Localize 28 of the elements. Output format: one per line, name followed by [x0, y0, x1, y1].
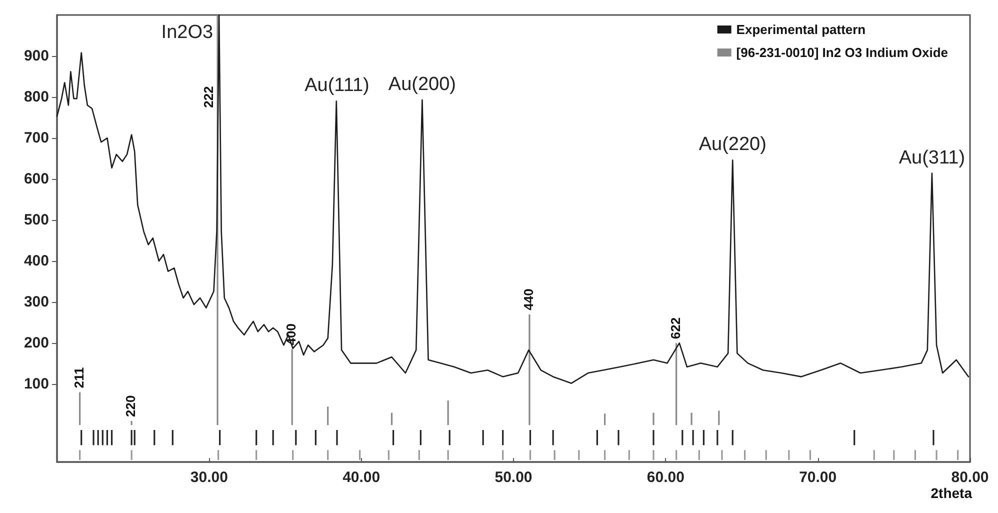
x-axis-title: 2theta — [930, 485, 972, 501]
y-tick-label: 500 — [24, 212, 49, 229]
x-tick-label: 40.00 — [342, 469, 380, 486]
y-tick-label: 700 — [24, 130, 49, 147]
y-tick-label: 100 — [24, 376, 49, 393]
x-tick-label: 50.00 — [494, 469, 532, 486]
x-tick-label: 70.00 — [799, 469, 837, 486]
annotation: 222 — [201, 86, 216, 108]
annotation: 440 — [520, 288, 536, 310]
annotation: Au(111) — [304, 75, 370, 96]
y-tick-label: 200 — [24, 334, 49, 352]
y-tick-label: 600 — [24, 170, 49, 188]
annotation: 211 — [71, 367, 86, 388]
annotation: Au(200) — [388, 74, 456, 95]
x-tick-label: 60.00 — [646, 469, 684, 486]
annotation: In2O3 — [161, 22, 214, 43]
y-tick-label: 300 — [24, 294, 49, 311]
y-tick-label: 800 — [24, 88, 49, 106]
x-tick-label: 80.00 — [951, 469, 989, 486]
legend-label: [96-231-0010] In2 O3 Indium Oxide — [736, 45, 948, 60]
annotation: Au(311) — [898, 147, 966, 168]
x-tick-label: 30.00 — [190, 469, 228, 486]
annotation: Au(220) — [698, 134, 766, 156]
annotation: 622 — [668, 317, 683, 340]
annotation: 220 — [123, 395, 138, 417]
y-tick-label: 400 — [24, 252, 49, 270]
y-tick-label: 900 — [24, 48, 49, 65]
legend-label: Experimental pattern — [736, 22, 866, 37]
